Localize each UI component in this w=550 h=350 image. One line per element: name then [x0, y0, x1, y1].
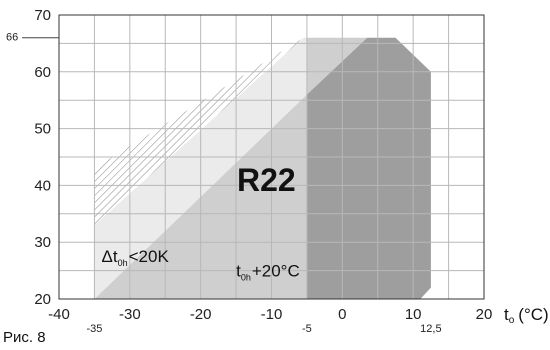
x-tick-label: -20	[190, 306, 212, 323]
x-extra-tick-label: -35	[86, 323, 102, 335]
x-extra-tick-label: 12,5	[420, 323, 441, 335]
y-tick-label: 70	[34, 7, 51, 24]
x-tick-label: -40	[48, 306, 70, 323]
y-tick-label: 40	[34, 177, 51, 194]
plot-frame	[58, 14, 485, 300]
x-tick-label: -30	[119, 306, 141, 323]
delta-t-label: Δt0h<20K	[102, 247, 170, 268]
y-extra-tick-label: 66	[6, 32, 18, 44]
y-tick-label: 20	[34, 291, 51, 308]
hatched-envelope-region	[94, 37, 304, 226]
grey-envelope-region	[94, 37, 368, 299]
y-tick-label: 50	[34, 121, 51, 138]
t-superheat-label: t0h+20°C	[236, 261, 300, 282]
x-tick-label: 10	[405, 306, 422, 323]
figure-caption: Рис. 8	[3, 329, 46, 346]
y-tick-label: 30	[34, 234, 51, 251]
x-tick-label: 0	[338, 306, 346, 323]
dark-envelope-region	[306, 37, 431, 299]
x-axis-label: to (°C)	[504, 305, 549, 326]
x-extra-tick-label: -5	[302, 323, 312, 335]
y-tick-label: 60	[34, 64, 51, 81]
x-tick-label: 20	[476, 306, 493, 323]
x-tick-label: -10	[261, 306, 283, 323]
refrigerant-label: R22	[237, 162, 296, 198]
